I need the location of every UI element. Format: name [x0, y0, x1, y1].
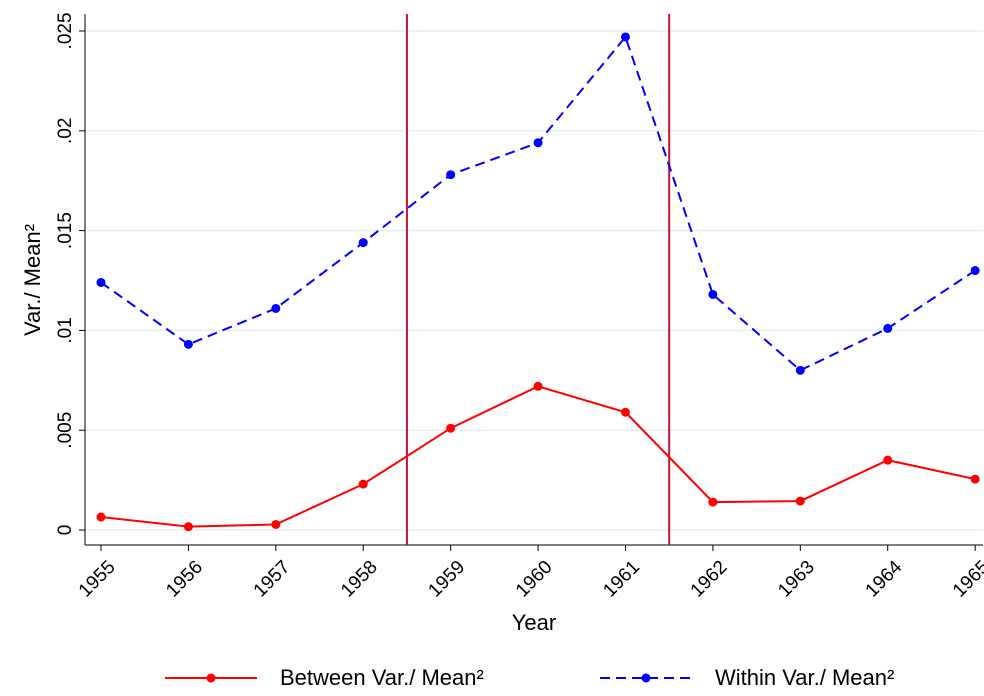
data-point: [795, 496, 805, 506]
data-point: [533, 381, 543, 391]
data-point: [358, 238, 368, 248]
data-point: [271, 303, 281, 313]
data-point: [96, 512, 106, 522]
data-point: [970, 474, 980, 484]
data-point: [883, 323, 893, 333]
data-point: [446, 423, 456, 433]
y-tick-label: .025: [55, 12, 76, 49]
y-axis-label: Var./ Mean²: [20, 224, 45, 336]
data-point: [96, 277, 106, 287]
data-point: [883, 455, 893, 465]
legend-label: Within Var./ Mean²: [715, 665, 894, 690]
data-point: [620, 32, 630, 42]
legend-marker: [206, 673, 216, 683]
legend-label: Between Var./ Mean²: [280, 665, 484, 690]
data-point: [708, 497, 718, 507]
legend-marker: [641, 673, 651, 683]
data-point: [183, 339, 193, 349]
data-point: [358, 479, 368, 489]
y-tick-label: .015: [55, 212, 76, 249]
data-point: [533, 138, 543, 148]
data-point: [183, 522, 193, 532]
y-tick-label: .005: [55, 412, 76, 449]
data-point: [795, 365, 805, 375]
data-point: [970, 266, 980, 276]
y-tick-label: 0: [55, 525, 76, 536]
data-point: [708, 289, 718, 299]
y-tick-label: .01: [55, 317, 76, 343]
data-point: [271, 519, 281, 529]
data-point: [620, 407, 630, 417]
x-axis-label: Year: [512, 610, 556, 635]
y-tick-label: .02: [55, 118, 76, 144]
data-point: [446, 170, 456, 180]
